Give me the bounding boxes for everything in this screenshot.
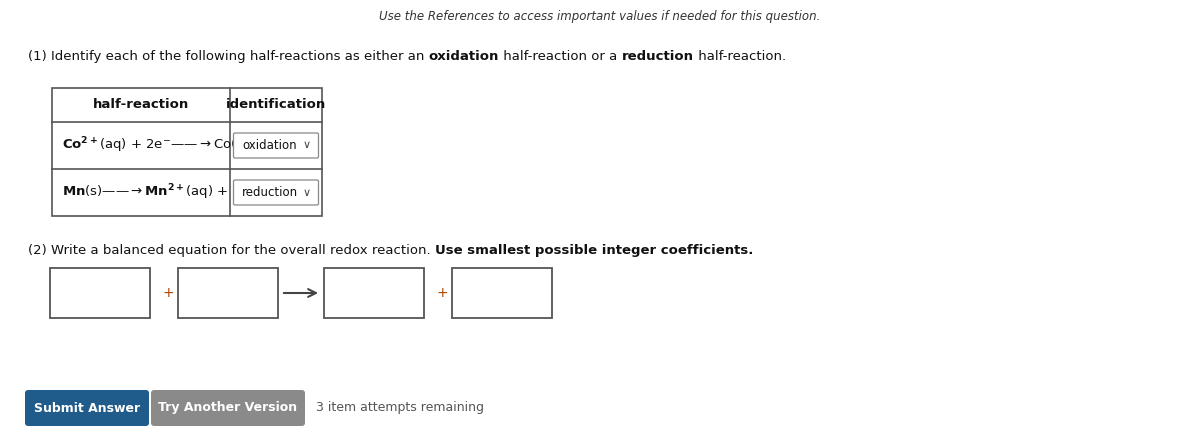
Text: oxidation: oxidation xyxy=(242,139,296,152)
Bar xyxy=(50,268,150,318)
Text: ∨: ∨ xyxy=(302,141,311,150)
Text: identification: identification xyxy=(226,98,326,111)
Text: Use smallest possible integer coefficients.: Use smallest possible integer coefficien… xyxy=(434,244,754,257)
Text: (1) Identify each of the following half-reactions as either an: (1) Identify each of the following half-… xyxy=(28,50,428,63)
FancyBboxPatch shape xyxy=(234,180,318,205)
Text: half-reaction: half-reaction xyxy=(92,98,190,111)
Text: $\mathbf{Mn}$(s)——$\rightarrow\mathbf{Mn^{2+}}$(aq) + 2e$^{-}$: $\mathbf{Mn}$(s)——$\rightarrow\mathbf{Mn… xyxy=(62,183,258,202)
Text: +: + xyxy=(162,286,174,300)
Bar xyxy=(52,88,322,216)
FancyBboxPatch shape xyxy=(151,390,305,426)
Text: Submit Answer: Submit Answer xyxy=(34,402,140,415)
Text: oxidation: oxidation xyxy=(428,50,499,63)
Text: reduction: reduction xyxy=(622,50,694,63)
Text: +: + xyxy=(436,286,448,300)
Text: (2) Write a balanced equation for the overall redox reaction.: (2) Write a balanced equation for the ov… xyxy=(28,244,434,257)
Text: ∨: ∨ xyxy=(302,187,311,198)
Bar xyxy=(452,268,552,318)
Text: reduction: reduction xyxy=(241,186,298,199)
Text: half-reaction.: half-reaction. xyxy=(694,50,786,63)
Text: 3 item attempts remaining: 3 item attempts remaining xyxy=(316,402,484,415)
Text: Try Another Version: Try Another Version xyxy=(158,402,298,415)
Text: half-reaction or a: half-reaction or a xyxy=(499,50,622,63)
Text: $\mathbf{Co^{2+}}$(aq) + 2e$^{-}$——$\rightarrow$Co(s): $\mathbf{Co^{2+}}$(aq) + 2e$^{-}$——$\rig… xyxy=(62,136,248,155)
Bar xyxy=(178,268,278,318)
Text: Use the References to access important values if needed for this question.: Use the References to access important v… xyxy=(379,10,821,23)
FancyBboxPatch shape xyxy=(234,133,318,158)
Bar xyxy=(324,268,424,318)
FancyBboxPatch shape xyxy=(25,390,149,426)
